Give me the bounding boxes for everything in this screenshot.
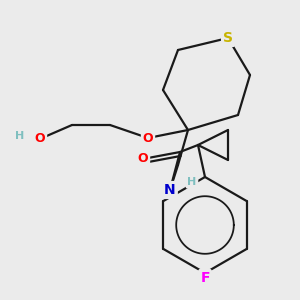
Text: N: N [164,183,176,197]
Text: H: H [15,131,25,141]
Text: O: O [138,152,148,164]
Text: O: O [143,131,153,145]
Text: O: O [35,131,45,145]
Text: H: H [188,177,196,187]
Text: F: F [200,271,210,285]
Text: S: S [223,31,233,45]
